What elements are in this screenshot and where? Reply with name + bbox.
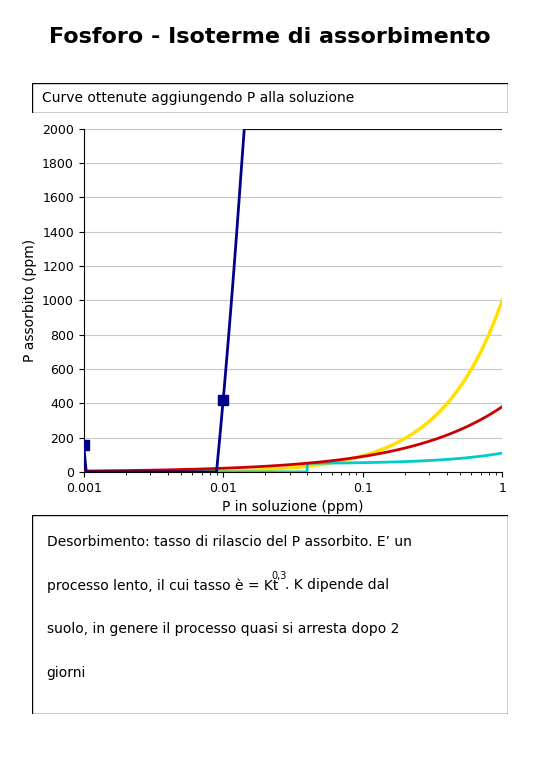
- Text: processo lento, il cui tasso è = Kt: processo lento, il cui tasso è = Kt: [46, 579, 278, 593]
- Text: . K dipende dal: . K dipende dal: [285, 579, 389, 593]
- Text: suolo, in genere il processo quasi si arresta dopo 2: suolo, in genere il processo quasi si ar…: [46, 622, 399, 636]
- Text: Curve ottenute aggiungendo P alla soluzione: Curve ottenute aggiungendo P alla soluzi…: [42, 91, 354, 105]
- Text: Desorbimento: tasso di rilascio del P assorbito. E’ un: Desorbimento: tasso di rilascio del P as…: [46, 535, 411, 548]
- Text: giorni: giorni: [46, 666, 86, 680]
- Text: Fosforo - Isoterme di assorbimento: Fosforo - Isoterme di assorbimento: [49, 27, 491, 48]
- Text: processo lento, il cui tasso è = Kt0,3. K dipende dal: processo lento, il cui tasso è = Kt0,3. …: [46, 579, 404, 593]
- Text: 0,3: 0,3: [271, 572, 287, 581]
- X-axis label: P in soluzione (ppm): P in soluzione (ppm): [222, 500, 364, 514]
- Y-axis label: P assorbito (ppm): P assorbito (ppm): [23, 239, 37, 362]
